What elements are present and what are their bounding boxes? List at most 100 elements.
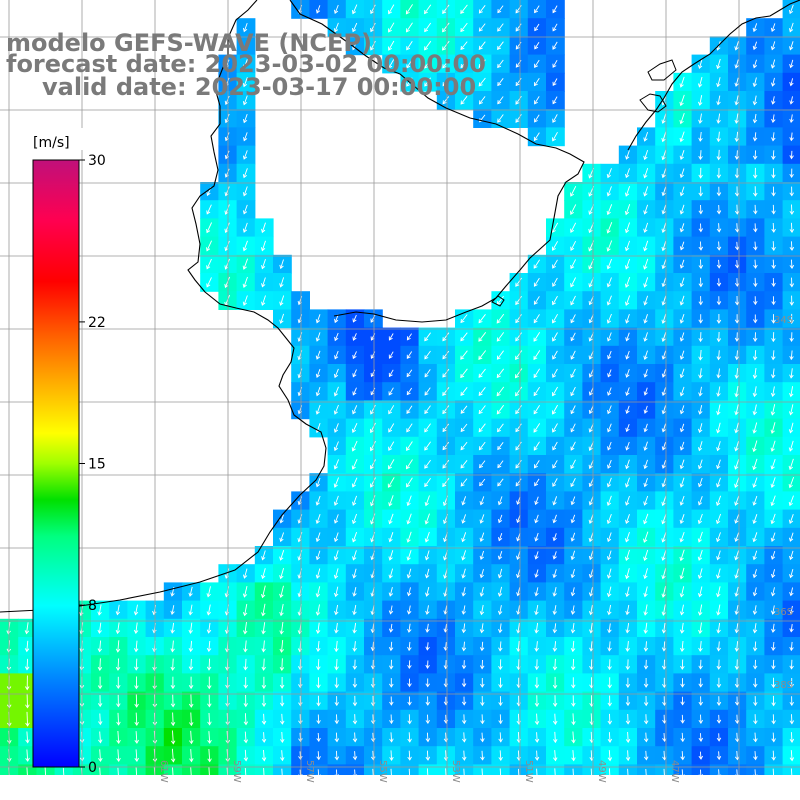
wind-arrow: [697, 59, 703, 70]
wind-arrow: [352, 714, 358, 725]
wind-arrow: [243, 640, 248, 653]
wind-arrow: [242, 22, 248, 33]
lagoon-outline-2: [647, 59, 677, 81]
wind-arrow: [242, 568, 248, 579]
wind-arrow: [407, 678, 412, 688]
wind-arrow: [571, 713, 576, 726]
wind-arrow: [680, 769, 685, 775]
wind-arrow: [351, 531, 358, 543]
wind-arrow: [661, 622, 667, 634]
wind-arrow: [133, 604, 139, 616]
wind-arrow: [752, 550, 758, 561]
wind-arrow: [625, 459, 630, 470]
wind-arrow: [752, 350, 758, 361]
wind-arrow: [607, 604, 612, 616]
wind-arrow: [643, 568, 648, 580]
wind-arrow: [461, 587, 466, 597]
wind-arrow: [571, 731, 576, 744]
wind-arrow: [333, 514, 339, 524]
wind-arrow: [716, 95, 721, 106]
wind-arrow: [424, 369, 431, 378]
wind-arrow: [388, 40, 395, 51]
wind-arrow: [497, 568, 503, 579]
wind-arrow: [351, 459, 358, 470]
wind-arrow: [497, 605, 503, 616]
wind-arrow: [734, 350, 740, 361]
wind-arrow: [242, 59, 248, 69]
wind-arrow: [588, 569, 594, 579]
wind-arrow: [698, 696, 703, 706]
wind-cell: [91, 764, 110, 775]
wind-arrow: [407, 750, 412, 761]
wind-arrow: [315, 314, 321, 324]
wind-arrow: [716, 77, 721, 88]
wind-arrow: [279, 585, 284, 599]
wind-arrow: [716, 58, 721, 70]
wind-arrow: [497, 496, 503, 506]
wind-arrow: [771, 96, 776, 105]
wind-arrow: [606, 204, 613, 216]
wind-arrow: [643, 295, 649, 306]
wind-arrow: [534, 23, 540, 32]
wind-arrow: [370, 732, 376, 743]
wind-arrow: [789, 624, 794, 633]
wind-arrow: [406, 22, 413, 33]
wind-arrow: [316, 677, 321, 689]
wind-arrow: [570, 204, 577, 215]
wind-arrow: [752, 477, 758, 488]
wind-arrow: [407, 732, 412, 743]
wind-arrow: [643, 714, 649, 725]
wind-arrow: [369, 440, 376, 452]
wind-arrow: [315, 622, 321, 634]
wind-arrow: [661, 259, 667, 270]
wind-arrow: [406, 513, 412, 525]
wind-cell: [637, 764, 656, 775]
wind-arrow: [425, 750, 431, 761]
wind-arrow: [206, 658, 212, 671]
colorbar-tick-label: 15: [88, 457, 106, 473]
wind-arrow: [333, 459, 340, 470]
wind-arrow: [771, 732, 776, 743]
wind-arrow: [461, 532, 467, 543]
wind-arrow: [643, 186, 649, 197]
wind-arrow: [242, 603, 248, 617]
wind-arrow: [497, 586, 503, 597]
wind-arrow: [552, 114, 558, 123]
wind-arrow: [661, 531, 667, 543]
wind-arrow: [716, 113, 721, 124]
wind-arrow: [496, 332, 505, 342]
wind-arrow: [425, 732, 431, 743]
wind-arrow: [478, 314, 486, 324]
wind-arrow: [606, 586, 612, 598]
wind-arrow: [242, 258, 249, 270]
wind-arrow: [207, 748, 212, 763]
wind-arrow: [425, 714, 430, 725]
wind-arrow: [607, 713, 613, 725]
wind-arrow: [442, 59, 450, 69]
wind-arrow: [206, 640, 212, 653]
wind-arrow: [390, 768, 394, 775]
wind-arrow: [352, 641, 357, 652]
wind-arrow: [351, 513, 358, 525]
wind-arrow: [552, 277, 558, 287]
wind-arrow: [788, 22, 794, 33]
wind-arrow: [625, 350, 630, 360]
wind-arrow: [679, 295, 685, 306]
wind-arrow: [734, 586, 739, 597]
wind-arrow: [460, 314, 468, 324]
wind-arrow: [697, 568, 703, 580]
wind-arrow: [387, 459, 395, 470]
wind-arrow: [625, 713, 631, 725]
wind-arrow: [680, 714, 685, 724]
wind-cell: [728, 764, 747, 775]
wind-arrow: [734, 204, 740, 215]
wind-arrow: [734, 386, 739, 398]
wind-cell: [36, 764, 56, 775]
wind-arrow: [406, 587, 412, 597]
wind-arrow: [662, 677, 667, 689]
wind-cell: [673, 764, 693, 775]
wind-arrow: [261, 259, 266, 270]
wind-arrow: [770, 605, 776, 615]
wind-cell: [109, 764, 128, 775]
wind-arrow: [716, 441, 721, 452]
